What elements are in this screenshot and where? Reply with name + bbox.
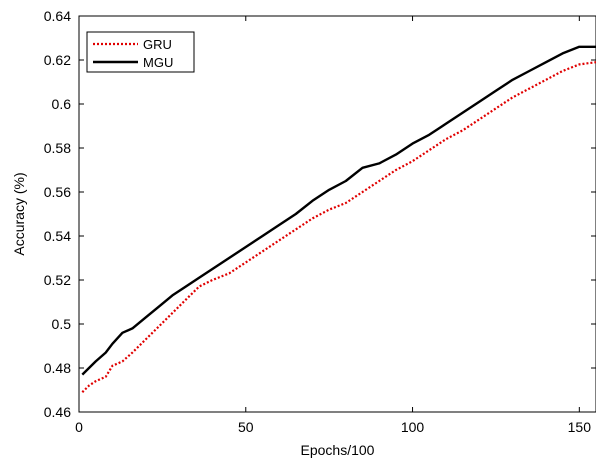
y-tick-label: 0.56: [44, 184, 71, 200]
x-tick-label: 100: [401, 419, 425, 435]
y-axis-title: Accuracy (%): [11, 172, 27, 255]
x-axis-title: Epochs/100: [301, 442, 375, 458]
ticks-layer: 0 50 100 150 0.46 0.48 0.5 0.52 0.54 0.56 0.58 0.6 0…: [44, 8, 596, 435]
legend: GRU MGU: [86, 31, 195, 73]
legend-box: [86, 31, 195, 73]
x-tick-label: 50: [238, 419, 254, 435]
y-tick-label: 0.52: [44, 272, 71, 288]
series-line-mgu: [81, 45, 596, 376]
series-layer: [81, 45, 596, 393]
y-tick-label: 0.54: [44, 228, 71, 244]
legend-label-gru: GRU: [143, 37, 172, 52]
y-tick-label: 0.62: [44, 52, 71, 68]
y-tick-label: 0.64: [44, 8, 71, 24]
y-tick-label: 0.5: [52, 316, 72, 332]
y-tick-label: 0.48: [44, 360, 71, 376]
series-line-gru: [81, 61, 596, 393]
y-tick-label: 0.46: [44, 404, 71, 420]
x-tick-label: 150: [568, 419, 592, 435]
y-tick-label: 0.58: [44, 140, 71, 156]
y-tick-label: 0.6: [52, 96, 72, 112]
x-tick-label: 0: [75, 419, 83, 435]
legend-label-mgu: MGU: [143, 55, 173, 70]
